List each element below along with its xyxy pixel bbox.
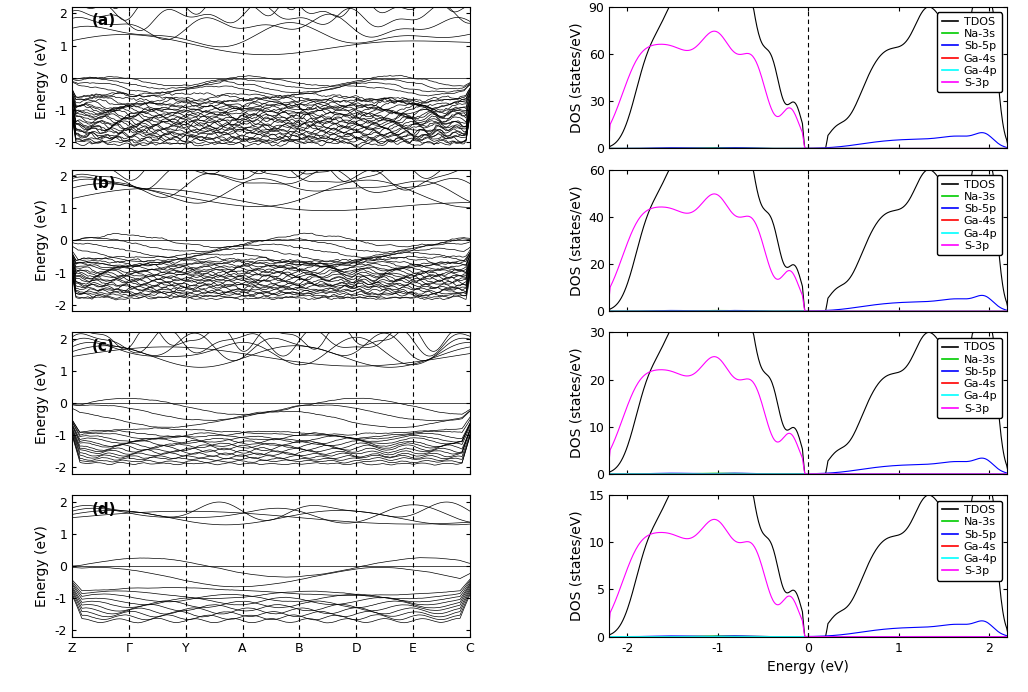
Text: (d): (d) — [91, 502, 116, 516]
Legend: TDOS, Na-3s, Sb-5p, Ga-4s, Ga-4p, S-3p: TDOS, Na-3s, Sb-5p, Ga-4s, Ga-4p, S-3p — [938, 12, 1002, 93]
Y-axis label: DOS (states/eV): DOS (states/eV) — [570, 22, 583, 133]
Y-axis label: DOS (states/eV): DOS (states/eV) — [570, 348, 583, 459]
Legend: TDOS, Na-3s, Sb-5p, Ga-4s, Ga-4p, S-3p: TDOS, Na-3s, Sb-5p, Ga-4s, Ga-4p, S-3p — [938, 338, 1002, 418]
Y-axis label: DOS (states/eV): DOS (states/eV) — [570, 185, 583, 295]
Y-axis label: Energy (eV): Energy (eV) — [35, 199, 49, 282]
Legend: TDOS, Na-3s, Sb-5p, Ga-4s, Ga-4p, S-3p: TDOS, Na-3s, Sb-5p, Ga-4s, Ga-4p, S-3p — [938, 501, 1002, 581]
Text: (c): (c) — [91, 339, 114, 354]
Y-axis label: Energy (eV): Energy (eV) — [35, 525, 49, 607]
Text: (b): (b) — [91, 176, 116, 191]
X-axis label: Energy (eV): Energy (eV) — [768, 660, 849, 674]
Y-axis label: DOS (states/eV): DOS (states/eV) — [570, 511, 583, 621]
Legend: TDOS, Na-3s, Sb-5p, Ga-4s, Ga-4p, S-3p: TDOS, Na-3s, Sb-5p, Ga-4s, Ga-4p, S-3p — [938, 175, 1002, 255]
Text: (a): (a) — [91, 13, 116, 28]
Y-axis label: Energy (eV): Energy (eV) — [35, 362, 49, 444]
Y-axis label: Energy (eV): Energy (eV) — [35, 37, 49, 118]
